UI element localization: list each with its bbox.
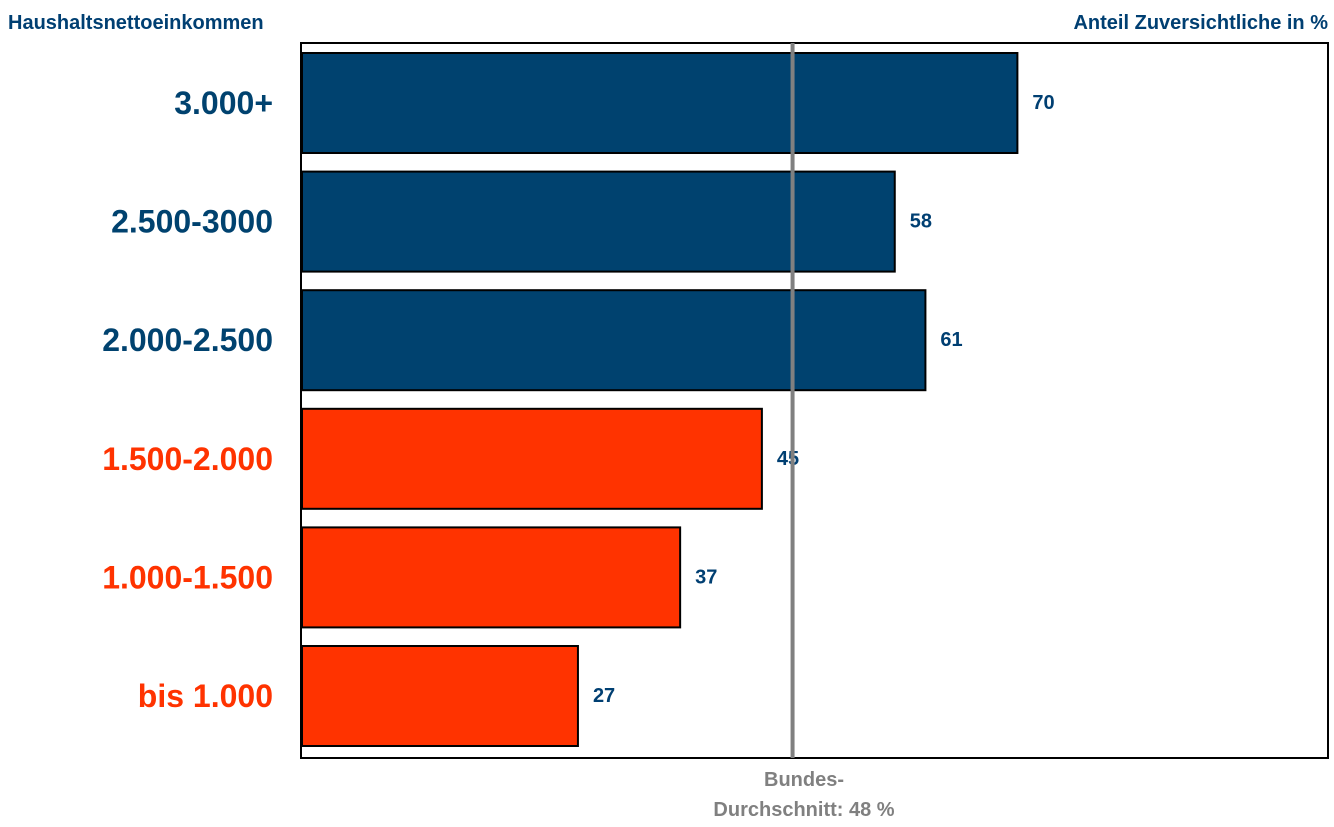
category-label: 1.000-1.500	[102, 559, 273, 595]
average-label-line1: Bundes-	[764, 769, 844, 791]
category-label: 2.500-3000	[111, 204, 273, 240]
category-label: 3.000+	[174, 85, 273, 121]
plot-area-frame	[300, 42, 1329, 759]
bar	[301, 289, 927, 392]
value-label: 37	[695, 566, 717, 588]
y-axis-title: Haushaltsnettoeinkommen	[8, 12, 264, 34]
average-label-line2: Durchschnitt: 48 %	[713, 799, 895, 821]
x-axis-title: Anteil Zuversichtliche in %	[1073, 12, 1328, 34]
bar	[301, 52, 1019, 154]
value-label: 27	[593, 685, 615, 707]
category-label: bis 1.000	[138, 678, 273, 714]
category-label: 1.500-2.000	[102, 441, 273, 477]
value-label: 70	[1032, 92, 1054, 114]
category-label: 2.000-2.500	[102, 322, 273, 358]
bar	[301, 526, 682, 629]
value-label: 45	[777, 448, 799, 470]
value-label: 61	[940, 329, 962, 351]
bar	[301, 645, 579, 747]
bar	[301, 170, 896, 273]
value-label: 58	[910, 211, 932, 233]
bar	[301, 407, 763, 510]
